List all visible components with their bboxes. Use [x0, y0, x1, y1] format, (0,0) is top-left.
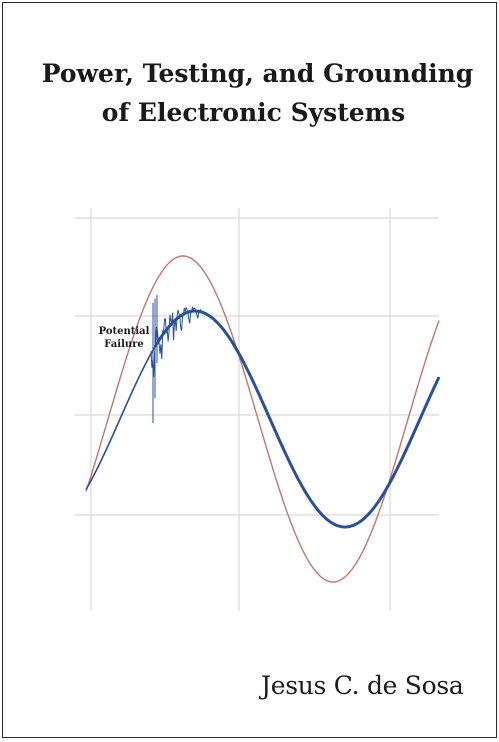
potential-failure-noise: [150, 295, 203, 423]
annotation-failure: Failure: [104, 339, 144, 350]
grid: [75, 208, 439, 611]
reference-sine-wave: [85, 255, 440, 583]
author-name: Jesus C. de Sosa: [261, 671, 464, 700]
book-title-line-2: of Electronic Systems: [101, 98, 406, 127]
book-title-line-1: Power, Testing, and Grounding: [41, 59, 474, 88]
annotation-potential: Potential: [98, 326, 150, 337]
waveform-illustration: [75, 208, 441, 611]
signal-sine-wave-overlay: [153, 309, 441, 529]
